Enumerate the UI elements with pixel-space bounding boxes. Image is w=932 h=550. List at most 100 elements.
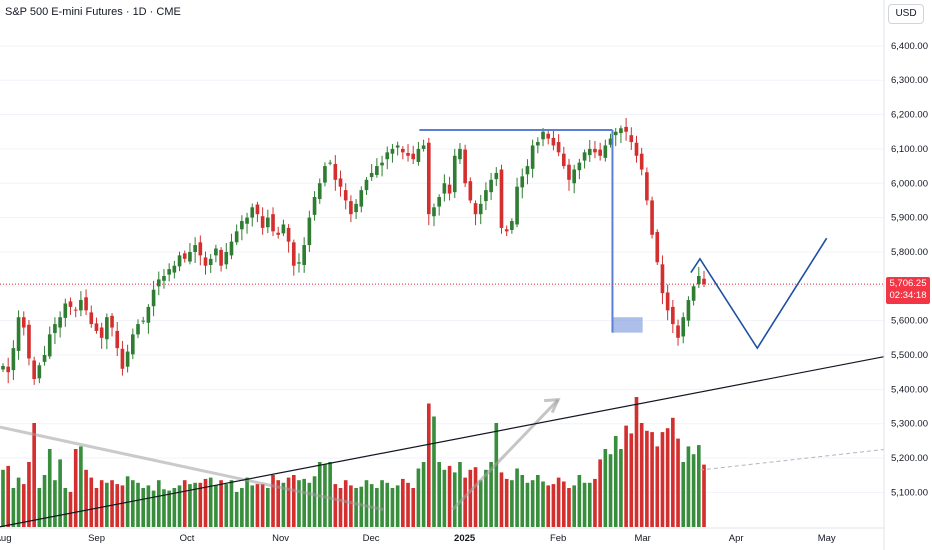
last-price-tag: 5,706.25 02:34:18 bbox=[886, 277, 930, 304]
x-tick-label: Nov bbox=[272, 533, 289, 544]
volume-bar bbox=[79, 446, 83, 527]
volume-bar bbox=[525, 482, 530, 527]
volume-bar bbox=[84, 469, 88, 527]
candle-body bbox=[504, 229, 509, 232]
currency-button[interactable]: USD bbox=[888, 4, 924, 24]
candle-body bbox=[551, 137, 556, 146]
candle-body bbox=[561, 153, 566, 167]
volume-bar bbox=[603, 449, 608, 527]
volume-bar bbox=[520, 475, 525, 527]
candle-body bbox=[499, 169, 504, 228]
candle-body bbox=[452, 155, 457, 193]
volume-bar bbox=[110, 480, 114, 527]
candle-body bbox=[130, 334, 135, 355]
volume-bar bbox=[619, 449, 623, 527]
volume-bar bbox=[73, 449, 78, 527]
volume-bar bbox=[587, 482, 592, 527]
volume-bar bbox=[250, 485, 255, 527]
volume-bar bbox=[141, 488, 146, 527]
volume-bar bbox=[686, 446, 691, 527]
volume-bar bbox=[510, 480, 514, 527]
volume-bar bbox=[660, 432, 665, 527]
candle-body bbox=[619, 128, 623, 134]
candle-body bbox=[681, 317, 686, 337]
candle-body bbox=[702, 278, 706, 285]
volume-bar bbox=[572, 485, 577, 527]
candle-body bbox=[484, 190, 488, 202]
dashed-extension bbox=[699, 448, 885, 471]
volume-bar bbox=[421, 462, 426, 527]
price-axis[interactable]: 6,400.00 6,300.00 6,200.00 6,100.00 6,000.00… bbox=[891, 41, 928, 499]
volume-bar bbox=[53, 480, 57, 527]
volume-bar bbox=[561, 481, 566, 527]
last-price-value: 5,706.25 bbox=[889, 278, 927, 289]
volume-bar bbox=[297, 480, 301, 527]
candle-body bbox=[510, 221, 514, 230]
x-tick-label: Mar bbox=[634, 533, 650, 544]
candle-body bbox=[79, 300, 83, 311]
candle-body bbox=[328, 162, 332, 164]
volume-bar bbox=[489, 462, 493, 527]
time-axis[interactable]: Aug Sep Oct Nov Dec 2025 Feb Mar Apr May bbox=[0, 527, 884, 544]
volume-bar bbox=[416, 468, 421, 527]
volume-bar bbox=[229, 480, 234, 527]
volume-bar bbox=[359, 486, 364, 527]
candle-body bbox=[546, 133, 551, 139]
volume-bar bbox=[426, 403, 431, 527]
candle-body bbox=[354, 203, 358, 213]
y-tick-label: 6,400.00 bbox=[891, 41, 928, 52]
y-tick-label: 5,200.00 bbox=[891, 453, 928, 464]
volume-bar bbox=[32, 423, 36, 527]
volume-bar bbox=[432, 416, 436, 527]
volume-bar bbox=[458, 462, 462, 527]
volume-bar bbox=[58, 459, 62, 527]
candle-body bbox=[291, 242, 296, 266]
candle-body bbox=[99, 327, 104, 338]
x-tick-label: Oct bbox=[180, 533, 195, 544]
volume-bar bbox=[551, 484, 556, 527]
volume-bar bbox=[63, 488, 68, 527]
volume-bar bbox=[702, 464, 706, 527]
candle-body bbox=[593, 148, 597, 153]
volume-bar bbox=[639, 423, 644, 527]
symbol-title[interactable]: S&P 500 E-mini Futures · 1D · CME bbox=[5, 6, 181, 18]
projection-path bbox=[690, 237, 828, 350]
candle-body bbox=[63, 303, 68, 318]
volume-bar bbox=[260, 484, 265, 527]
candle-body bbox=[37, 365, 42, 379]
volume-bar bbox=[463, 477, 467, 527]
candle-body bbox=[250, 207, 255, 218]
candle-body bbox=[73, 309, 78, 311]
candle-body bbox=[530, 145, 535, 169]
volume-bar bbox=[437, 462, 441, 527]
candle-body bbox=[608, 138, 613, 145]
volume-bar bbox=[582, 482, 587, 527]
x-tick-label: Aug bbox=[0, 533, 11, 544]
candle-body bbox=[665, 292, 670, 311]
volume-bar bbox=[530, 480, 535, 527]
x-tick-label: May bbox=[818, 533, 836, 544]
candle-body bbox=[276, 232, 281, 235]
candle-body bbox=[219, 249, 223, 266]
candle-body bbox=[624, 126, 628, 132]
candle-body bbox=[380, 162, 384, 166]
candle-body bbox=[47, 334, 52, 357]
candle-body bbox=[188, 251, 192, 262]
volume-bar bbox=[515, 468, 519, 527]
candle-body bbox=[234, 231, 239, 243]
volume-bar bbox=[291, 475, 296, 527]
candle-body bbox=[349, 201, 353, 215]
candle-body bbox=[125, 351, 130, 367]
volume-bar bbox=[665, 428, 670, 527]
volume-bar bbox=[364, 480, 369, 527]
volume-bar bbox=[203, 478, 208, 527]
volume-bar bbox=[37, 488, 42, 527]
volume-bar bbox=[68, 491, 73, 527]
volume-bar bbox=[333, 484, 338, 527]
volume-bar bbox=[629, 433, 634, 527]
volume-bar bbox=[307, 482, 312, 527]
candle-body bbox=[426, 142, 431, 215]
y-tick-label: 6,300.00 bbox=[891, 75, 928, 86]
volume-bar bbox=[406, 482, 410, 527]
